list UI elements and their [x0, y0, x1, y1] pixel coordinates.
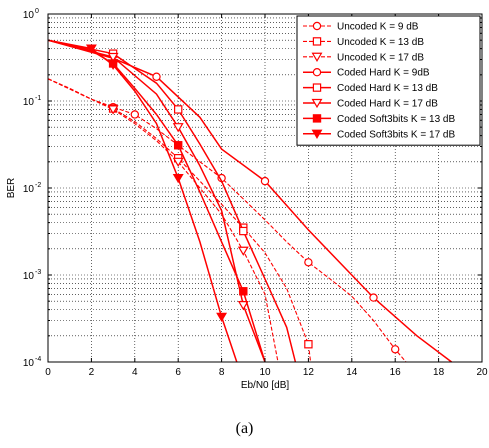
y-tick-label: 10 — [23, 10, 35, 21]
y-tick-exponent: -2 — [35, 182, 41, 189]
y-axis-label: BER — [6, 178, 17, 199]
series-line — [47, 78, 279, 363]
legend-entry: Uncoded K = 13 dB — [303, 37, 424, 48]
x-tick-label: 18 — [433, 367, 445, 378]
legend: Uncoded K = 9 dB Uncoded K = 13 dB Uncoded… — [296, 15, 481, 146]
series-marker — [172, 157, 184, 167]
series-marker — [239, 226, 248, 236]
y-tick-label: 10 — [23, 97, 35, 108]
legend-marker — [311, 52, 323, 62]
x-tick-label: 16 — [390, 367, 402, 378]
legend-entry: Coded Hard K = 9dB — [303, 68, 430, 79]
legend-label: Coded Hard K = 13 dB — [337, 83, 438, 94]
legend-entry: Coded Soft3bits K = 13 dB — [303, 114, 455, 125]
series-marker — [216, 312, 228, 323]
series-marker — [152, 72, 161, 81]
series-marker — [174, 141, 183, 150]
series-marker — [174, 105, 183, 114]
x-tick-label: 20 — [476, 367, 488, 378]
y-tick-label: 10 — [23, 358, 35, 369]
series-marker — [107, 52, 119, 63]
series-line — [47, 39, 453, 363]
legend-label: Uncoded K = 9 dB — [337, 22, 419, 33]
legend-entry: Coded Hard K = 17 dB — [303, 99, 438, 110]
series-line — [47, 39, 297, 363]
series-marker — [304, 258, 313, 267]
legend-marker — [312, 83, 322, 92]
series-marker — [107, 105, 119, 115]
legend-box — [296, 15, 481, 146]
series-marker — [85, 44, 97, 54]
series-marker — [237, 246, 249, 256]
x-tick-label: 8 — [219, 367, 225, 378]
series-lines — [47, 39, 453, 363]
legend-label: Uncoded K = 17 dB — [337, 52, 424, 63]
legend-label: Coded Hard K = 9dB — [337, 68, 430, 79]
y-tick-exponent: -4 — [35, 356, 41, 363]
legend-entry: Uncoded K = 17 dB — [303, 52, 424, 63]
x-tick-label: 4 — [132, 367, 138, 378]
x-tick-label: 0 — [45, 367, 51, 378]
x-tick-label: 2 — [89, 367, 95, 378]
figure-caption: (a) — [235, 420, 254, 437]
series-marker — [107, 60, 119, 71]
legend-entry: Uncoded K = 9 dB — [303, 22, 419, 33]
series-marker — [172, 123, 184, 133]
series-marker — [260, 176, 270, 186]
legend-marker — [312, 114, 322, 123]
series-4 — [47, 39, 453, 363]
x-tick-label: 10 — [259, 367, 271, 378]
x-tick-label: 6 — [175, 367, 181, 378]
y-tick-exponent: -3 — [35, 269, 41, 276]
series-marker — [237, 301, 249, 311]
y-tick-exponent: 0 — [35, 8, 39, 15]
series-marker — [304, 340, 313, 349]
y-tick-label: 10 — [23, 271, 35, 282]
legend-label: Coded Soft3bits K = 13 dB — [337, 114, 455, 125]
legend-entry: Coded Soft3bits K = 17 dB — [303, 129, 455, 140]
series-marker — [172, 173, 184, 184]
series-marker — [130, 110, 139, 119]
x-axis-label: Eb/N0 [dB] — [241, 380, 290, 391]
x-tick-label: 14 — [346, 367, 358, 378]
legend-marker — [311, 98, 323, 109]
legend-marker — [312, 37, 322, 46]
y-tick-exponent: -1 — [35, 95, 41, 102]
series-8 — [47, 39, 238, 363]
legend-label: Coded Hard K = 17 dB — [337, 99, 438, 110]
x-tick-label: 12 — [303, 367, 315, 378]
legend-label: Uncoded K = 13 dB — [337, 37, 424, 48]
legend-marker — [312, 67, 322, 77]
legend-marker — [311, 129, 323, 139]
legend-entry: Coded Hard K = 13 dB — [303, 83, 438, 94]
series-marker — [391, 345, 400, 354]
legend-marker — [312, 21, 322, 31]
series-line — [47, 39, 238, 363]
series-3 — [47, 78, 279, 363]
legend-label: Coded Soft3bits K = 17 dB — [337, 129, 455, 140]
y-tick-label: 10 — [23, 184, 35, 195]
series-marker — [369, 293, 378, 302]
series-marker — [239, 287, 248, 296]
